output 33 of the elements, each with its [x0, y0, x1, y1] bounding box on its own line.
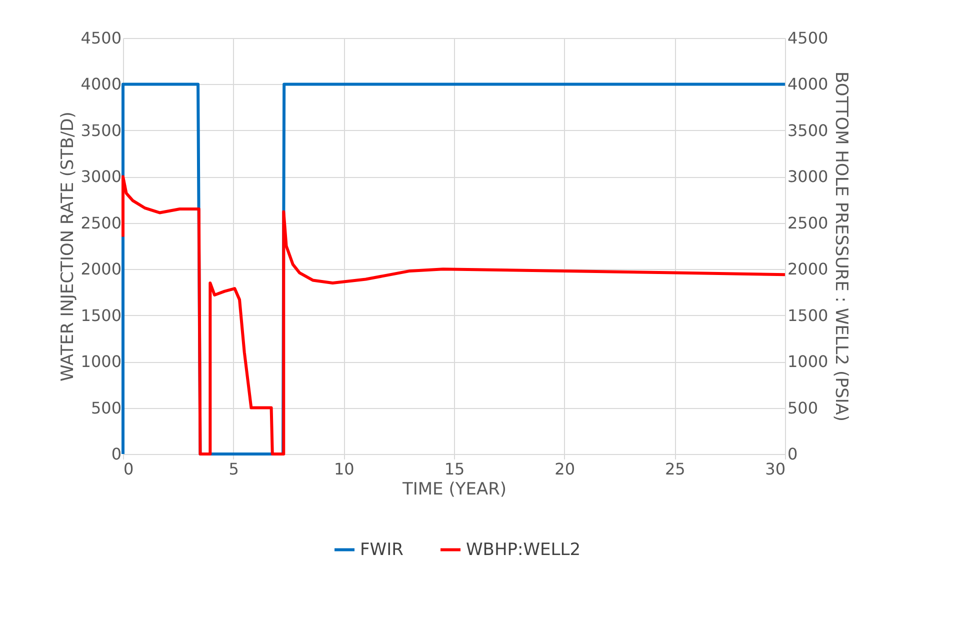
x-tick-label: 30	[765, 460, 786, 478]
y2-tick-label: 4500	[788, 28, 828, 48]
y-axis-title: WATER INJECTION RATE (STB/D)	[58, 112, 78, 382]
legend-label: FWIR	[360, 540, 404, 560]
line-series	[122, 175, 786, 456]
legend-label: WBHP:WELL2	[466, 540, 581, 560]
y-tick-label: 0	[111, 444, 122, 464]
y2-axis-title: BOTTOM HOLE PRESSURE : WELL2 (PSIA)	[831, 71, 852, 422]
y2-tick-label: 4000	[788, 74, 828, 94]
y2-tick-label: 1000	[788, 352, 828, 372]
y-tick-label: 3000	[80, 167, 122, 186]
y-tick-label: 2500	[80, 213, 122, 232]
y2-tick-label: 2500	[788, 213, 828, 232]
y2-tick-label: 0	[788, 444, 798, 464]
y2-tick-label: 3000	[788, 167, 828, 186]
y2-tick-label: 2000	[788, 260, 828, 279]
x-tick-label: 15	[444, 460, 465, 478]
y-tick-label: 2000	[80, 260, 122, 279]
x-tick-label: 20	[554, 460, 576, 478]
x-tick-label: 10	[334, 460, 354, 478]
x-axis-title: TIME (YEAR)	[401, 480, 507, 500]
y-tick-label: 1000	[80, 352, 122, 372]
y-tick-label: 1500	[80, 306, 122, 325]
y2-tick-label: 500	[788, 398, 818, 418]
y2-tick-label: 3500	[788, 120, 828, 140]
y2-tick-label: 1500	[788, 306, 828, 325]
y-tick-label: 4000	[80, 74, 122, 94]
y-tick-label: 4500	[80, 28, 122, 48]
x-tick-label: 25	[664, 460, 686, 478]
x-tick-label: 0	[124, 460, 134, 478]
x-tick-label: 5	[228, 460, 239, 478]
y-tick-label: 500	[90, 398, 122, 418]
y-tick-label: 3500	[80, 120, 122, 140]
